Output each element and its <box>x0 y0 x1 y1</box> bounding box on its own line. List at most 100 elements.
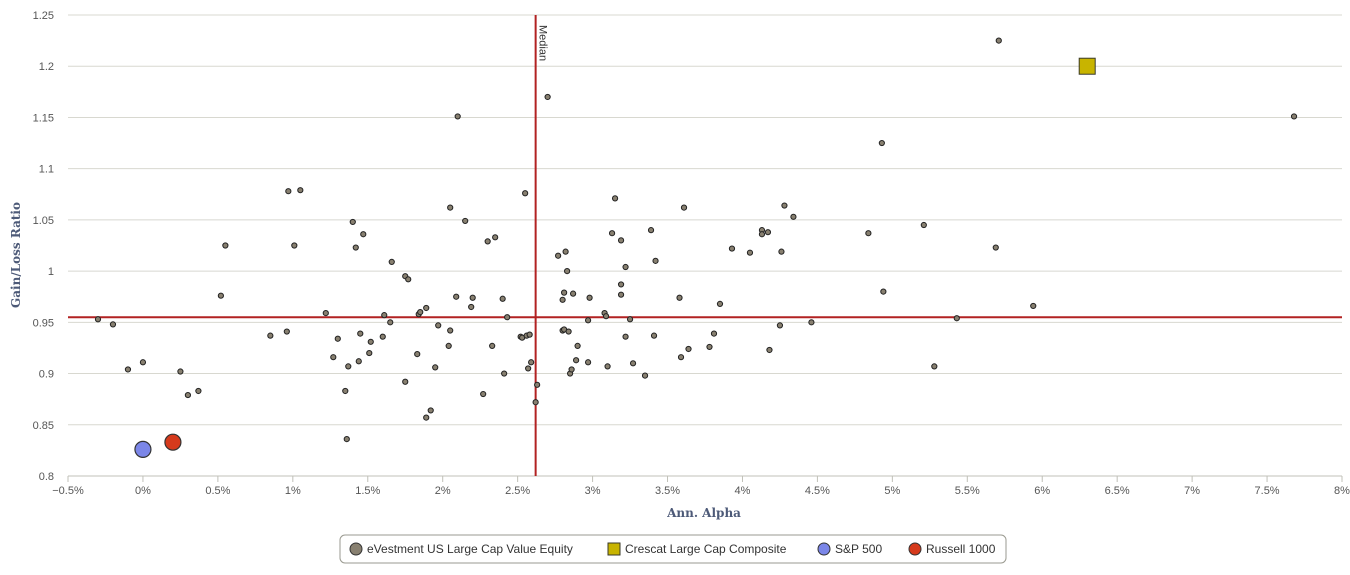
point-russell-1000 <box>164 433 182 451</box>
point-evestment-us-large-cap-value-equity <box>608 230 616 237</box>
x-tick-label: 8% <box>1334 485 1350 497</box>
point-evestment-us-large-cap-value-equity <box>499 295 506 302</box>
point-evestment-us-large-cap-value-equity <box>139 359 147 366</box>
point-evestment-us-large-cap-value-equity <box>532 399 539 406</box>
median-label: Median <box>537 25 549 61</box>
point-evestment-us-large-cap-value-equity <box>360 231 367 238</box>
y-tick-label: 0.8 <box>39 471 54 483</box>
x-tick-label: 0% <box>135 485 151 497</box>
point-evestment-us-large-cap-value-equity <box>562 248 569 255</box>
point-evestment-us-large-cap-value-equity <box>283 328 290 335</box>
point-evestment-us-large-cap-value-equity <box>808 319 815 326</box>
point-evestment-us-large-cap-value-equity <box>195 387 202 395</box>
point-evestment-us-large-cap-value-equity <box>352 244 359 251</box>
point-evestment-us-large-cap-value-equity <box>559 296 566 303</box>
point-evestment-us-large-cap-value-equity <box>343 436 350 443</box>
point-evestment-us-large-cap-value-equity <box>790 213 797 220</box>
point-evestment-us-large-cap-value-equity <box>379 333 386 340</box>
y-tick-label: 1.25 <box>33 10 54 22</box>
point-evestment-us-large-cap-value-equity <box>602 313 610 320</box>
reference-lines: Median <box>68 15 1342 476</box>
point-evestment-us-large-cap-value-equity <box>716 300 724 307</box>
x-tick-label: 7.5% <box>1255 485 1280 497</box>
point-evestment-us-large-cap-value-equity <box>423 414 430 421</box>
point-evestment-us-large-cap-value-equity <box>267 332 274 339</box>
point-evestment-us-large-cap-value-equity <box>680 204 688 211</box>
point-evestment-us-large-cap-value-equity <box>652 257 659 264</box>
x-tick-label: 5.5% <box>955 485 980 497</box>
point-evestment-us-large-cap-value-equity <box>447 327 454 334</box>
point-evestment-us-large-cap-value-equity <box>184 391 192 399</box>
point-evestment-us-large-cap-value-equity <box>334 335 341 342</box>
point-evestment-us-large-cap-value-equity <box>617 291 625 298</box>
x-axis-title: Ann. Alpha <box>666 506 741 520</box>
y-tick-label: 1 <box>48 266 54 278</box>
point-evestment-us-large-cap-value-equity <box>330 354 337 361</box>
point-evestment-us-large-cap-value-equity <box>417 308 424 316</box>
y-tick-label: 0.85 <box>33 420 54 432</box>
x-tick-label: 1% <box>285 485 301 497</box>
point-evestment-us-large-cap-value-equity <box>285 188 292 195</box>
point-evestment-us-large-cap-value-equity <box>492 234 499 241</box>
point-evestment-us-large-cap-value-equity <box>622 333 629 340</box>
point-evestment-us-large-cap-value-equity <box>504 314 511 321</box>
point-evestment-us-large-cap-value-equity <box>534 381 541 388</box>
point-evestment-us-large-cap-value-equity <box>920 221 927 229</box>
point-evestment-us-large-cap-value-equity <box>355 358 362 365</box>
point-evestment-us-large-cap-value-equity <box>865 230 872 237</box>
point-evestment-us-large-cap-value-equity <box>586 294 593 301</box>
point-evestment-us-large-cap-value-equity <box>650 332 658 339</box>
point-evestment-us-large-cap-value-equity <box>222 242 229 249</box>
legend-marker <box>349 542 363 556</box>
point-evestment-us-large-cap-value-equity <box>217 292 224 299</box>
point-evestment-us-large-cap-value-equity <box>480 390 487 398</box>
x-tick-label: 3.5% <box>655 485 680 497</box>
y-tick-label: 0.95 <box>33 317 54 329</box>
point-evestment-us-large-cap-value-equity <box>522 190 529 197</box>
point-evestment-us-large-cap-value-equity <box>617 237 625 244</box>
point-evestment-us-large-cap-value-equity <box>1290 113 1298 120</box>
x-tick-label: 3% <box>585 485 601 497</box>
point-evestment-us-large-cap-value-equity <box>677 354 685 361</box>
point-evestment-us-large-cap-value-equity <box>388 258 395 265</box>
point-evestment-us-large-cap-value-equity <box>447 204 454 211</box>
point-evestment-us-large-cap-value-equity <box>342 387 349 395</box>
point-evestment-us-large-cap-value-equity <box>880 288 887 295</box>
point-evestment-us-large-cap-value-equity <box>647 227 655 234</box>
point-evestment-us-large-cap-value-equity <box>414 350 421 358</box>
point-evestment-us-large-cap-value-equity <box>931 363 938 370</box>
point-evestment-us-large-cap-value-equity <box>345 363 352 370</box>
point-evestment-us-large-cap-value-equity <box>776 322 784 329</box>
point-evestment-us-large-cap-value-equity <box>1030 302 1037 310</box>
point-evestment-us-large-cap-value-equity <box>489 342 496 349</box>
x-tick-label: 7% <box>1184 485 1200 497</box>
legend-box <box>339 534 1007 564</box>
point-evestment-us-large-cap-value-equity <box>568 366 575 373</box>
point-evestment-us-large-cap-value-equity <box>462 217 469 225</box>
x-tick-label: 2% <box>435 485 451 497</box>
point-evestment-us-large-cap-value-equity <box>124 366 132 373</box>
legend-marker <box>817 542 831 556</box>
point-evestment-us-large-cap-value-equity <box>953 315 960 322</box>
point-evestment-us-large-cap-value-equity <box>94 316 102 323</box>
y-tick-label: 0.9 <box>39 369 54 381</box>
point-evestment-us-large-cap-value-equity <box>109 321 117 328</box>
point-evestment-us-large-cap-value-equity <box>565 328 572 335</box>
y-tick-label: 1.2 <box>39 61 54 73</box>
legend-label: Crescat Large Cap Composite <box>625 542 787 556</box>
point-evestment-us-large-cap-value-equity <box>992 244 999 251</box>
point-evestment-us-large-cap-value-equity <box>405 276 412 283</box>
point-evestment-us-large-cap-value-equity <box>629 360 637 367</box>
legend-label: Russell 1000 <box>926 542 996 556</box>
x-tick-label: 6% <box>1034 485 1050 497</box>
point-evestment-us-large-cap-value-equity <box>641 372 649 379</box>
point-evestment-us-large-cap-value-equity <box>544 93 551 101</box>
point-evestment-us-large-cap-value-equity <box>746 249 754 256</box>
x-tick-label: 4% <box>735 485 751 497</box>
point-evestment-us-large-cap-value-equity <box>764 229 772 236</box>
point-evestment-us-large-cap-value-equity <box>611 195 619 202</box>
point-evestment-us-large-cap-value-equity <box>584 317 592 324</box>
point-evestment-us-large-cap-value-equity <box>297 187 304 194</box>
axis-labels: Ann. Alpha Gain/Loss Ratio <box>9 202 741 520</box>
legend: eVestment US Large Cap Value Equity Cresc… <box>339 534 1007 564</box>
